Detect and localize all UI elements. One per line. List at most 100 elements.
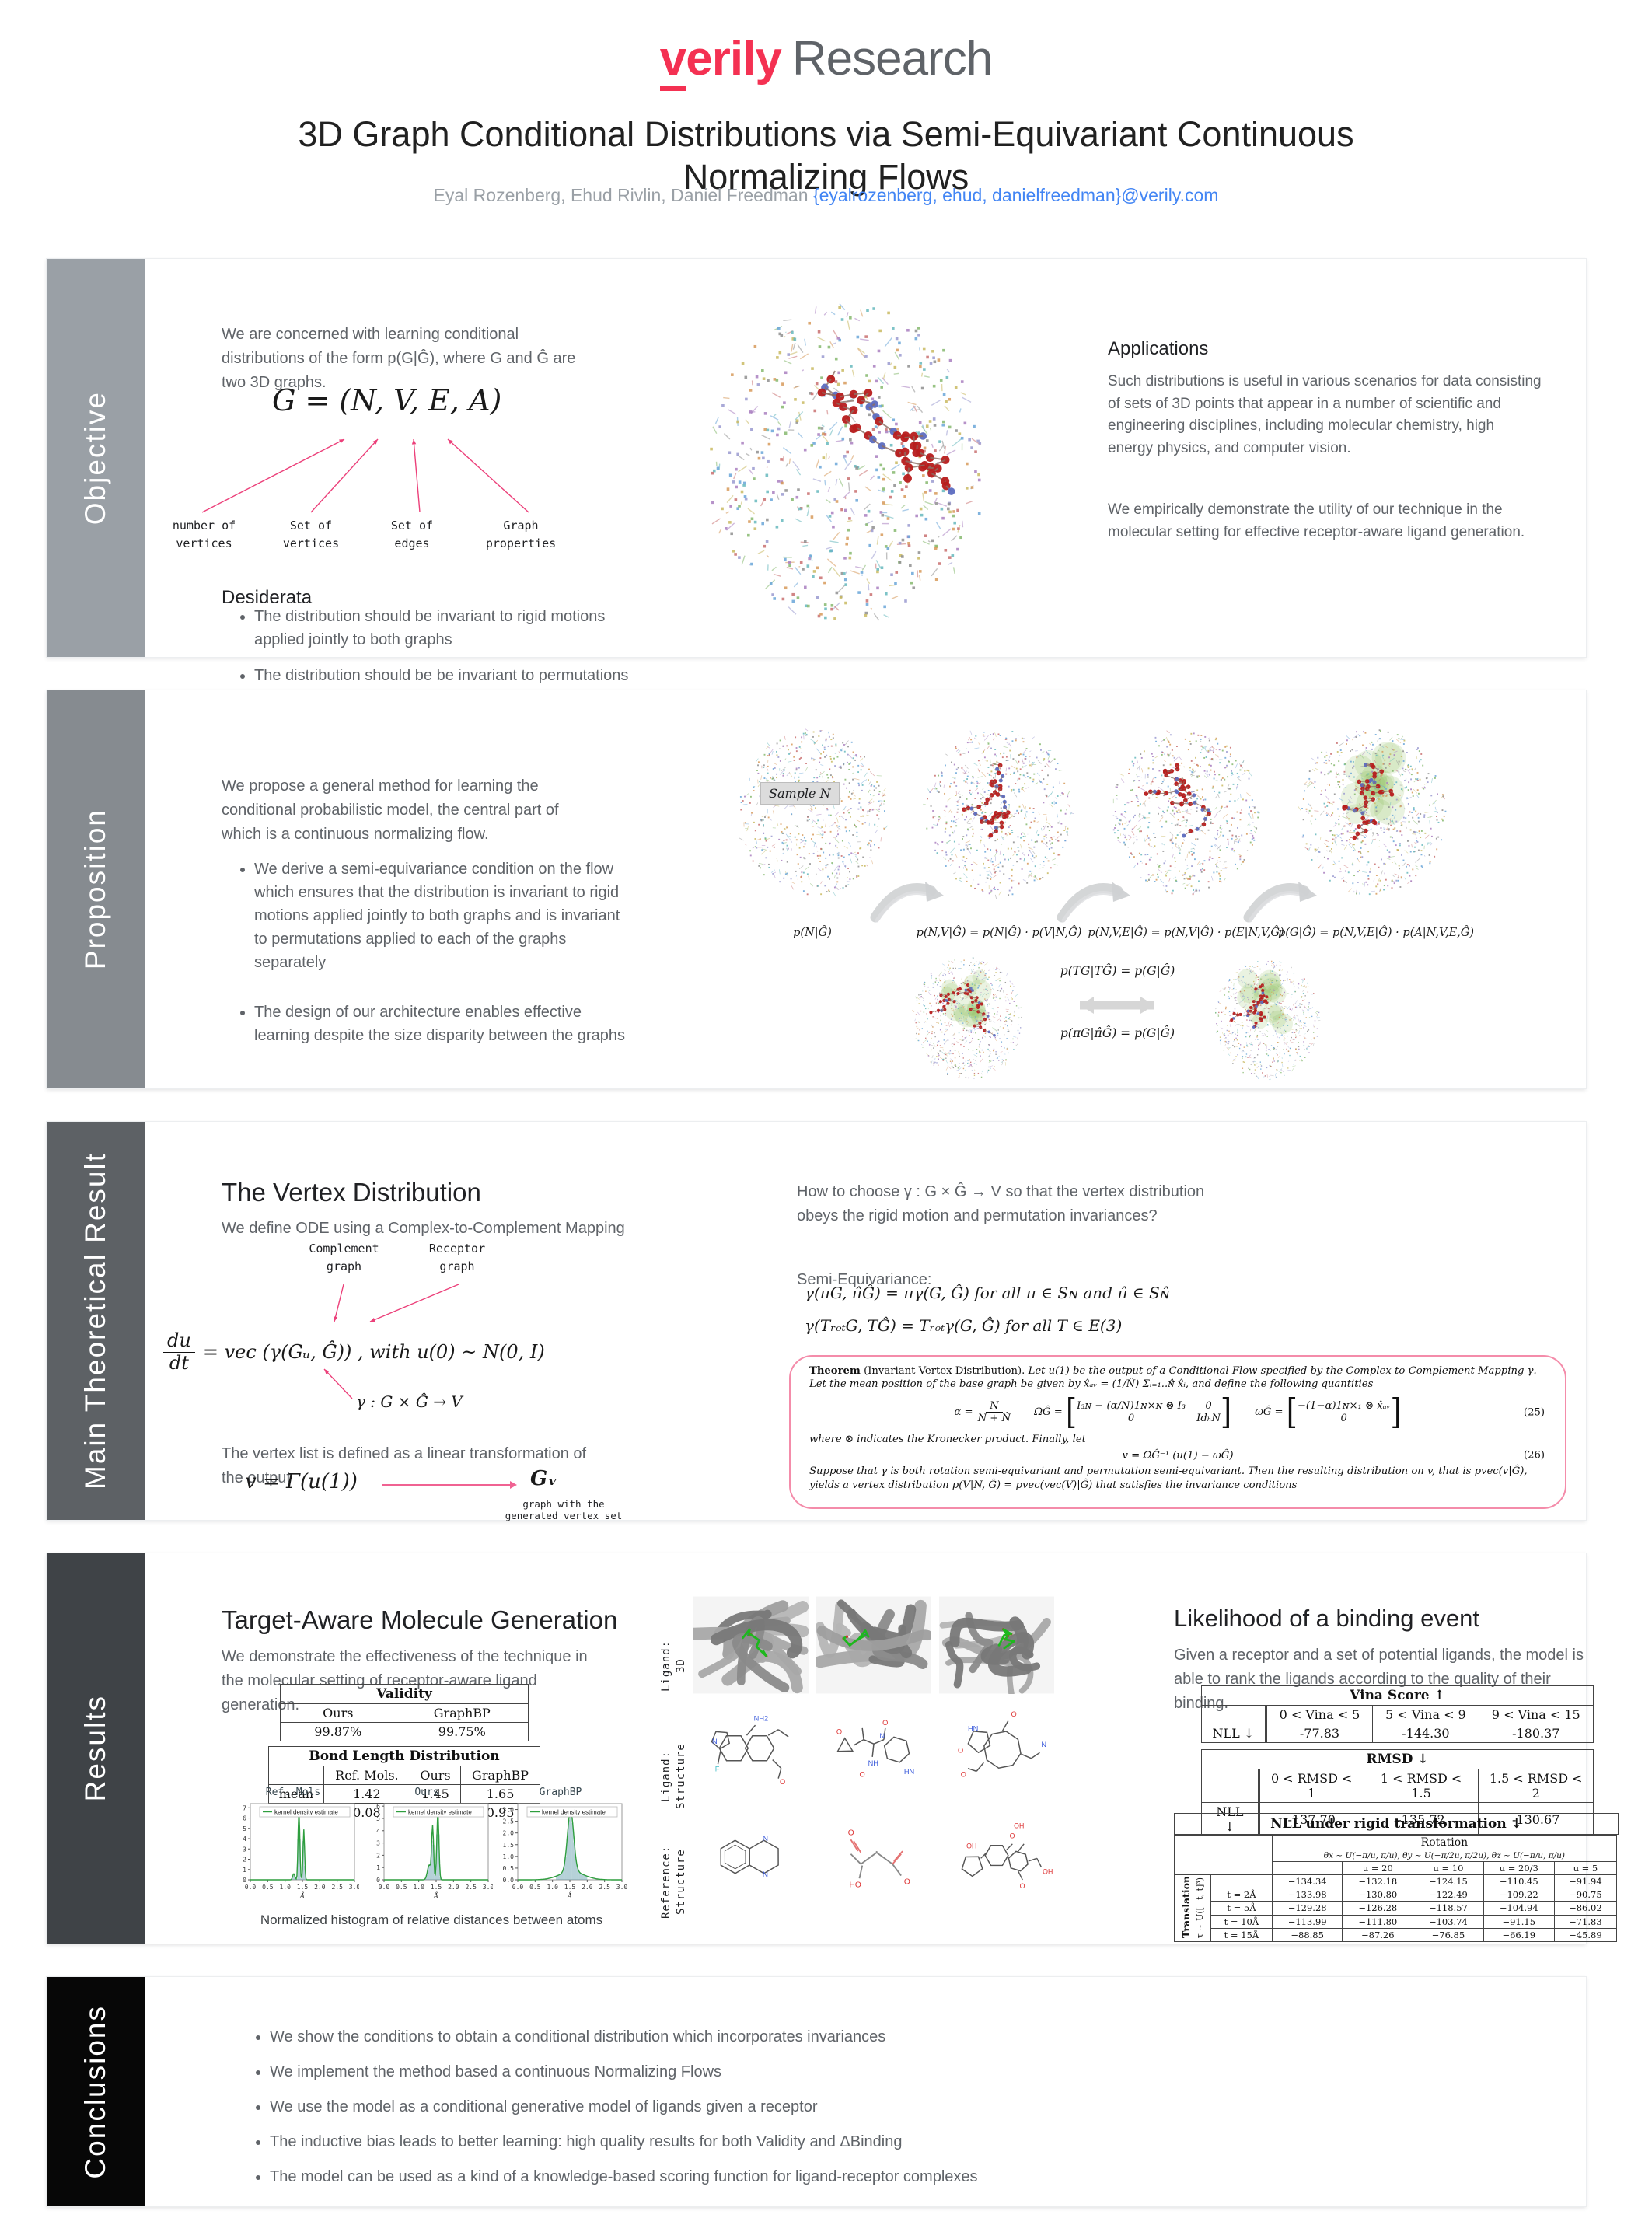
gv-caption: graph with the generated vertex set <box>505 1498 623 1521</box>
semi-equivariance-title: Semi-Equivariance: <box>797 1271 932 1288</box>
molecule-cloud-image <box>912 957 1022 1079</box>
step-formula-1: p(N|Ĝ) <box>793 927 832 939</box>
ligand-2d-structure: HN O O O N <box>939 1702 1054 1804</box>
label-number-of-vertices: number of vertices <box>172 519 236 550</box>
theorem-end: Suppose that γ is both rotation semi-equ… <box>809 1465 1528 1491</box>
receptor-graph-label: Receptor graph <box>428 1242 486 1273</box>
sample-n-chip: Sample N <box>760 782 840 805</box>
authors-line: Eyal Rozenberg, Ehud Rivlin, Daniel Free… <box>0 185 1652 206</box>
nll-rigid-caption: NLL under rigid transformation ↓ <box>1174 1813 1619 1835</box>
objective-intro: We are concerned with learning condition… <box>222 326 576 391</box>
ode-formula: du dt = vec (γ(Gᵤ, Ĝ)) , with u(0) ~ N(0… <box>163 1329 545 1374</box>
flow-arrow-icon <box>870 882 944 923</box>
section-results: Results Target-Aware Molecule Generation… <box>47 1553 1619 1944</box>
applications-heading: Applications <box>1108 338 1209 359</box>
results-right-intro: Given a receptor and a set of potential … <box>1174 1647 1584 1712</box>
ligand-2d-structure: N NH2 F O <box>693 1702 809 1804</box>
flow-arrow-icon <box>1243 882 1317 923</box>
equation-26: v = ΩĜ⁻¹ (u(1) − ωĜ) (26) <box>1122 1449 1545 1462</box>
list-item: The distribution should be invariant to … <box>254 605 643 651</box>
gamma-question: How to choose γ : G × Ĝ → V so that the … <box>797 1183 1205 1224</box>
flow-step-3 <box>1104 714 1267 908</box>
label-set-of-vertices: Set of vertices <box>282 519 340 550</box>
semi-eq-2: γ(TᵣₒₜG, TĜ) = Tᵣₒₜγ(G, Ĝ) for all T ∈ E… <box>805 1316 1123 1335</box>
reference-2d-structure: O HO O <box>816 1808 931 1909</box>
histogram-caption: Normalized histogram of relative distanc… <box>260 1912 603 1927</box>
invariance-left-molecule <box>898 951 1038 1083</box>
validity-table: Validity Ours GraphBP 99.87% 99.75% <box>280 1684 529 1741</box>
section-conclusions: Conclusions We show the conditions to ob… <box>47 1977 1586 2206</box>
molecule-cloud-image <box>1112 730 1260 896</box>
double-arrow-icon <box>1080 997 1154 1014</box>
list-item: The inductive bias leads to better learn… <box>270 2130 1483 2153</box>
protein-pocket-image <box>814 1596 933 1694</box>
ligand-3d-image <box>939 1596 1054 1698</box>
protein-pocket-image <box>939 1596 1054 1697</box>
brand-logo: verily Research <box>0 31 1652 91</box>
complement-graph-label: Complement graph <box>309 1242 379 1273</box>
flow-arrow-icon <box>1057 882 1130 923</box>
binding-event-heading: Likelihood of a binding event <box>1174 1604 1479 1632</box>
vertex-list-text: The vertex list is defined as a linear t… <box>222 1445 587 1486</box>
list-item: We derive a semi-equivariance condition … <box>254 858 627 974</box>
annotation-arrows <box>333 1284 459 1322</box>
step-formula-2: p(N,V|Ĝ) = p(N|Ĝ) · p(V|N,Ĝ) <box>916 927 1082 939</box>
list-item: We use the model as a conditional genera… <box>270 2095 1483 2118</box>
gv-symbol: Gᵥ <box>530 1467 557 1490</box>
pink-arrow-head-icon <box>510 1481 517 1489</box>
label-graph-properties: Graph properties <box>485 519 557 550</box>
gamma-mapping: γ : G × Ĝ → V <box>356 1392 463 1411</box>
molecule-cloud-image <box>923 730 1074 899</box>
complex-molecule-image <box>676 290 1018 632</box>
flow-step-2 <box>917 714 1081 908</box>
molecule-cloud-image <box>1298 729 1447 896</box>
step-formula-3: p(N,V,E|Ĝ) = p(N,V|Ĝ) · p(E|N,V,Ĝ) <box>1088 927 1284 939</box>
author-names: Eyal Rozenberg, Ehud Rivlin, Daniel Free… <box>433 185 813 205</box>
brand-research: Research <box>791 32 993 86</box>
step-formula-4: p(G|Ĝ) = p(N,V,E|Ĝ) · p(A|N,V,E,Ĝ) <box>1277 927 1475 939</box>
poster-title: 3D Graph Conditional Distributions via S… <box>298 114 1354 197</box>
molecule-structure-image: OHO O <box>816 1808 931 1905</box>
protein-pocket-image <box>687 1596 809 1694</box>
reference-2d-structure: OH O OH OH O <box>939 1808 1054 1909</box>
ligand-2d-structure: O NH O O N HN <box>816 1702 931 1804</box>
side-label-results: Results <box>47 1553 145 1944</box>
pink-arrow-line <box>382 1484 511 1486</box>
applications-paragraph-1: Such distributions is useful in various … <box>1108 373 1542 456</box>
theorem-box: Theorem (Invariant Vertex Distribution).… <box>789 1355 1566 1509</box>
theorem-intro: Theorem (Invariant Vertex Distribution).… <box>809 1365 1537 1391</box>
flow-step-4 <box>1291 714 1454 908</box>
annotation-arrows <box>201 438 529 513</box>
molecule-cloud-image <box>710 303 982 621</box>
kde-chart: 0.00.51.01.52.02.53.00.0 0.5 1.0 1.5 2.0 2.5 3… <box>503 1803 627 1901</box>
invariance-formula-top: p(TG|TĜ) = p(G|Ĝ) <box>1060 964 1175 978</box>
formula-labels-row: number of vertices Set of vertices Set o… <box>155 517 575 552</box>
ligand-3d-label: Ligand: 3D <box>660 1640 687 1692</box>
side-label-theory: Main Theoretical Result <box>47 1122 145 1520</box>
applications-paragraph-2: We empirically demonstrate the utility o… <box>1108 501 1525 540</box>
molecule-generation-heading: Target-Aware Molecule Generation <box>222 1605 618 1635</box>
ligand-3d-image <box>687 1596 809 1698</box>
nll-rigid-table: Rotation θx ~ U(−π/u, π/u), θy ~ U(−π/2u… <box>1174 1835 1618 1943</box>
molecule-structure-image: NN <box>693 1808 809 1905</box>
side-label-objective: Objective <box>47 259 145 657</box>
vertex-distribution-heading: The Vertex Distribution <box>222 1178 481 1207</box>
brand-verily: verily <box>659 32 782 91</box>
v-formula: v = Γ(u(1)) <box>245 1470 358 1493</box>
ligand-3d-image <box>814 1596 933 1698</box>
list-item: We implement the method based a continuo… <box>270 2060 1483 2084</box>
section-main-theoretical-result: Main Theoretical Result The Vertex Distr… <box>47 1122 1586 1521</box>
proposition-intro: We propose a general method for learning… <box>222 777 559 843</box>
molecule-cloud-image <box>1214 960 1321 1081</box>
list-item: The model can be used as a kind of a kno… <box>270 2165 1483 2188</box>
conclusions-list: We show the conditions to obtain a condi… <box>253 2025 1483 2201</box>
